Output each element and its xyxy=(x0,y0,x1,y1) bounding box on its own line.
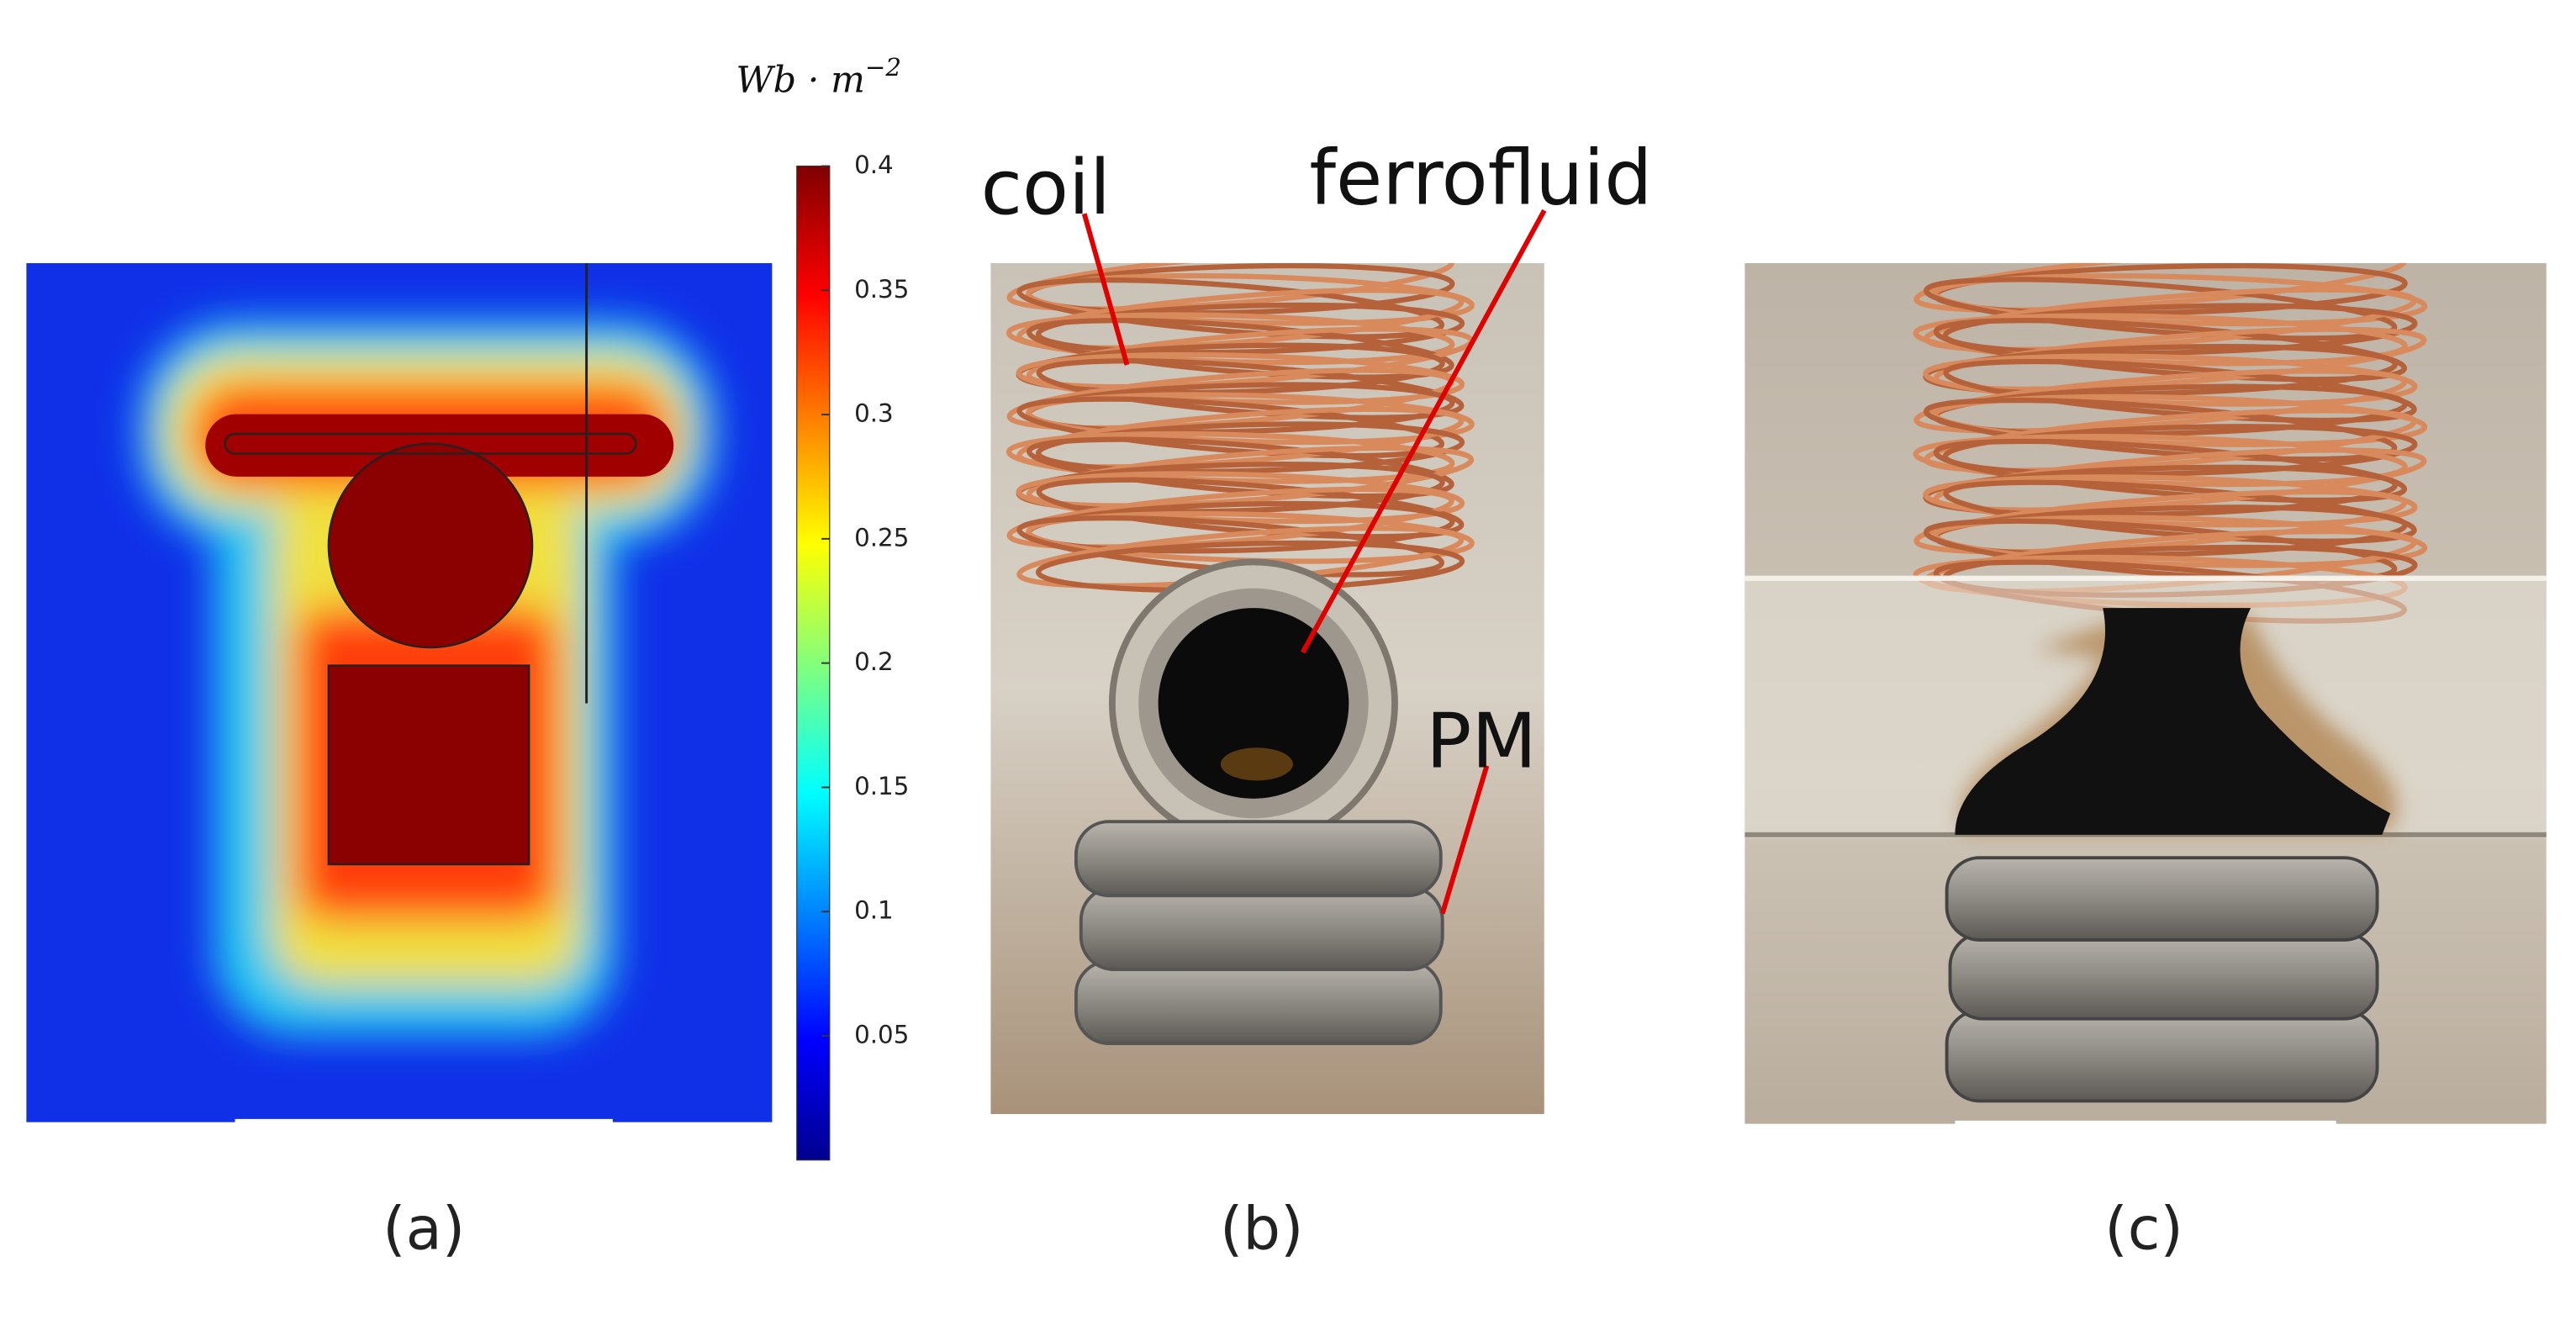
coil-wire xyxy=(1026,272,1475,326)
coil-wire xyxy=(1914,368,2408,434)
coil-wire xyxy=(1913,434,2408,488)
colorbar-tick-label: 0.15 xyxy=(854,772,909,800)
unit-exponent: −2 xyxy=(865,53,901,82)
coil-wire xyxy=(1942,303,2418,356)
unit-base: Wb · m xyxy=(736,60,864,102)
coil-wire xyxy=(1943,479,2417,544)
coil-wire xyxy=(1932,393,2428,447)
coil-wire xyxy=(1026,318,1454,380)
coil-wire xyxy=(1016,277,1445,340)
coil-wire xyxy=(1923,518,2398,583)
coil-wire xyxy=(1913,313,2408,367)
coil-wire xyxy=(1006,312,1455,366)
pointer-line xyxy=(1439,764,1490,915)
coil-wire xyxy=(1933,318,2408,383)
coil-wire xyxy=(1035,421,1465,474)
colorbar-tick-label: 0.2 xyxy=(854,647,894,676)
coil-wire xyxy=(1923,474,2418,528)
photo-b xyxy=(990,262,1544,1115)
coil-wire xyxy=(1932,273,2428,327)
coil-wire xyxy=(1933,438,2408,504)
coil-wire xyxy=(1914,489,2408,555)
coil-wire xyxy=(1035,302,1465,356)
coil-wire xyxy=(1026,445,1475,509)
colorbar-tick-label: 0.4 xyxy=(854,150,894,179)
coil-wire xyxy=(1923,277,2398,341)
caption: (b) xyxy=(1220,1194,1304,1263)
colorbar-tick-label: 0.3 xyxy=(854,399,894,428)
pointer-line xyxy=(1301,209,1547,654)
coil-wire xyxy=(1026,392,1475,446)
label-ferrofluid: ferrofluid xyxy=(1309,135,1652,222)
coil-wire xyxy=(1923,353,2418,407)
coil-wire xyxy=(1942,424,2418,478)
coil-wire xyxy=(1026,436,1454,499)
coil-wire xyxy=(1016,288,1465,351)
caption: (a) xyxy=(383,1194,465,1263)
coil-wire xyxy=(1006,486,1454,550)
label-coil: coil xyxy=(981,145,1111,232)
colorbar-tick-label: 0.35 xyxy=(854,275,909,304)
coil-wire xyxy=(1016,471,1465,525)
coil-wire xyxy=(1006,430,1455,484)
photo-c xyxy=(1745,262,2547,1124)
colorbar-tick-label: 0.1 xyxy=(854,896,894,925)
label-pm: PM xyxy=(1426,699,1537,786)
colorbar-tick-label: 0.05 xyxy=(854,1020,909,1048)
coil-wire xyxy=(1914,262,2408,313)
coil-wire xyxy=(1016,406,1465,470)
coil-wire xyxy=(1943,358,2417,424)
coil-wire xyxy=(1932,515,2428,568)
colorbar-tick-label: 0.25 xyxy=(854,523,909,552)
coil-wire xyxy=(1016,351,1465,405)
caption: (c) xyxy=(2104,1194,2183,1263)
pointer-line xyxy=(1081,213,1130,366)
simulation-map xyxy=(26,262,773,1122)
coil-wire xyxy=(1923,397,2398,462)
coil-wire xyxy=(1016,396,1445,459)
coil-wire xyxy=(1006,262,1454,312)
colorbar-unit: Wb · m−2 xyxy=(736,53,901,102)
